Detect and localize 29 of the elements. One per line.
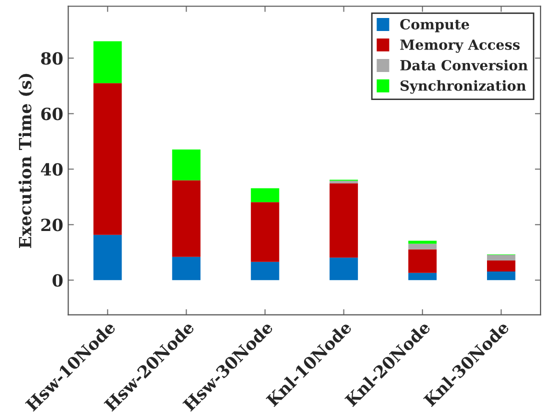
bar	[93, 83, 122, 235]
y-tick-label: 0	[52, 274, 63, 287]
y-tick-label: 40	[40, 163, 63, 176]
bar	[408, 249, 437, 273]
y-tick-label: 80	[41, 52, 63, 65]
legend-label: Synchronization	[400, 80, 526, 94]
bar	[487, 272, 516, 280]
y-tick-label: 20	[41, 218, 63, 232]
bar	[408, 272, 437, 280]
legend-label: Memory Access	[400, 40, 520, 53]
y-tick-label: 60	[41, 108, 63, 120]
bar	[487, 254, 516, 260]
bar	[330, 180, 358, 184]
bar	[408, 244, 437, 250]
bar	[408, 240, 437, 244]
bar	[250, 262, 280, 280]
bar	[330, 183, 358, 258]
bar	[487, 260, 516, 272]
bar	[93, 234, 122, 280]
bar	[172, 256, 200, 280]
bar	[172, 149, 200, 180]
legend-label: Compute	[400, 19, 470, 32]
legend-label: Data Conversion	[400, 60, 528, 70]
bar	[93, 41, 122, 84]
bar	[330, 258, 358, 280]
bar	[172, 180, 200, 257]
bar	[250, 188, 280, 202]
y-axis-title: Execution Time (s)	[18, 74, 34, 248]
bar	[250, 202, 280, 262]
